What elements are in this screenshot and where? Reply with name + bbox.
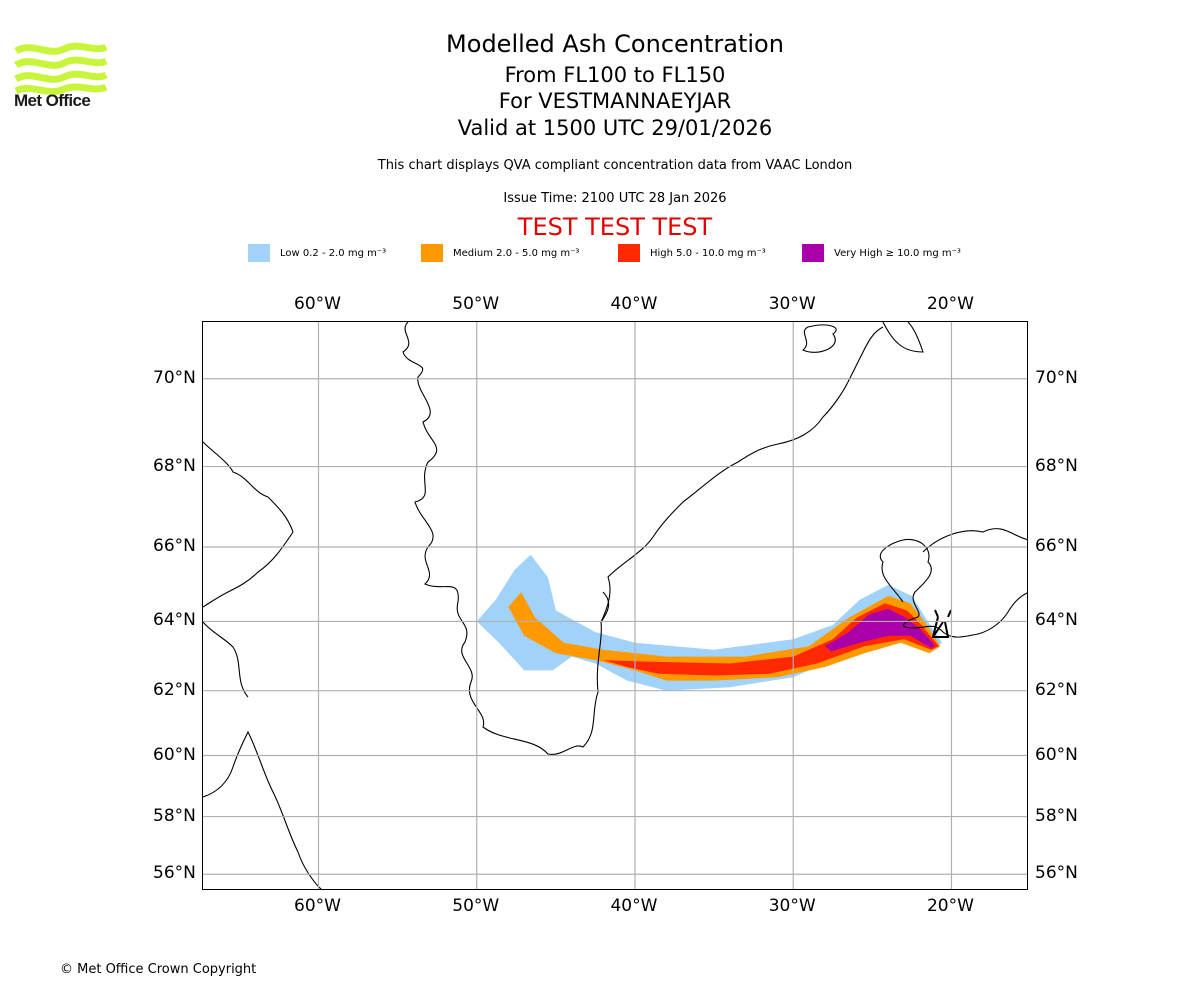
lon-tick-label-top: 60°W: [294, 294, 341, 314]
map-panel[interactable]: [202, 321, 1028, 890]
lon-tick-label-bottom: 60°W: [294, 896, 341, 916]
lon-tick-label-top: 40°W: [610, 294, 658, 314]
coastline-greenland-east: [600, 326, 884, 623]
qva-note: This chart displays QVA compliant concen…: [377, 158, 853, 173]
legend-swatch-high: [618, 244, 640, 262]
graticule: [203, 322, 1027, 889]
legend-label-medium: Medium 2.0 - 5.0 mg m⁻³: [453, 247, 580, 259]
lon-tick-label-top: 20°W: [926, 294, 974, 314]
lat-tick-label-left: 68°N: [153, 455, 196, 476]
lat-tick-label-left: 70°N: [153, 367, 196, 388]
lat-tick-label-left: 56°N: [153, 863, 196, 884]
valid-time: Valid at 1500 UTC 29/01/2026: [457, 116, 773, 140]
legend-item-very-high: Very High ≥ 10.0 mg m⁻³: [802, 244, 961, 262]
lon-tick-label-bottom: 40°W: [610, 896, 658, 916]
lat-tick-label-right: 62°N: [1035, 679, 1078, 700]
coastline-greenland-northeast: [801, 324, 837, 353]
lat-tick-label-right: 70°N: [1035, 367, 1078, 388]
lat-tick-label-left: 60°N: [153, 744, 196, 765]
ash-concentration-layer: [476, 554, 942, 691]
lat-tick-label-left: 62°N: [153, 679, 196, 700]
coastline-greenland-west: [402, 322, 610, 755]
legend-label-low: Low 0.2 - 2.0 mg m⁻³: [280, 247, 387, 259]
lat-tick-label-left: 58°N: [153, 805, 196, 826]
lat-tick-label-right: 64°N: [1035, 610, 1078, 631]
copyright-notice: © Met Office Crown Copyright: [60, 962, 257, 977]
lat-tick-label-left: 66°N: [153, 536, 196, 557]
lon-tick-label-bottom: 20°W: [926, 896, 974, 916]
lon-tick-label-bottom: 50°W: [452, 896, 500, 916]
coastline-baffin-south: [203, 621, 249, 698]
legend-item-medium: Medium 2.0 - 5.0 mg m⁻³: [421, 244, 579, 262]
flight-level-range: From FL100 to FL150: [504, 63, 726, 87]
legend-label-very-high: Very High ≥ 10.0 mg m⁻³: [834, 247, 961, 259]
lat-tick-label-right: 68°N: [1035, 455, 1078, 476]
map-canvas: [203, 322, 1027, 889]
test-banner: TEST TEST TEST: [517, 213, 713, 241]
ash-region-very-high: [824, 608, 936, 652]
coastline-iceland: [879, 538, 1027, 638]
legend-swatch-very-high: [802, 244, 824, 262]
met-office-logo-icon: [14, 42, 108, 96]
coastline-layer: [203, 322, 1027, 889]
met-office-wordmark: Met Office: [14, 91, 91, 110]
legend-item-low: Low 0.2 - 2.0 mg m⁻³: [248, 244, 386, 262]
vestmannaeyjar-source-marker: [931, 609, 952, 638]
coastline-iceland-north: [922, 528, 1027, 553]
legend-swatch-medium: [421, 244, 443, 262]
coastline-baffin-island: [203, 441, 294, 608]
legend-label-high: High 5.0 - 10.0 mg m⁻³: [650, 247, 766, 259]
lat-tick-label-right: 66°N: [1035, 536, 1078, 557]
lat-tick-label-left: 64°N: [153, 610, 196, 631]
lon-tick-label-bottom: 30°W: [768, 896, 816, 916]
lat-tick-label-right: 56°N: [1035, 863, 1078, 884]
legend-swatch-low: [248, 244, 270, 262]
coastline-labrador: [203, 730, 322, 889]
lat-tick-label-right: 58°N: [1035, 805, 1078, 826]
lon-tick-label-top: 50°W: [452, 294, 500, 314]
lon-tick-label-top: 30°W: [768, 294, 816, 314]
legend-item-high: High 5.0 - 10.0 mg m⁻³: [618, 244, 766, 262]
chart-title: Modelled Ash Concentration: [446, 30, 784, 58]
coastline-greenland-northeast-2: [882, 322, 924, 353]
volcano-name: For VESTMANNAEYJAR: [498, 89, 732, 113]
ash-region-medium: [508, 592, 941, 681]
issue-time: Issue Time: 2100 UTC 28 Jan 2026: [503, 191, 727, 206]
lat-tick-label-right: 60°N: [1035, 744, 1078, 765]
